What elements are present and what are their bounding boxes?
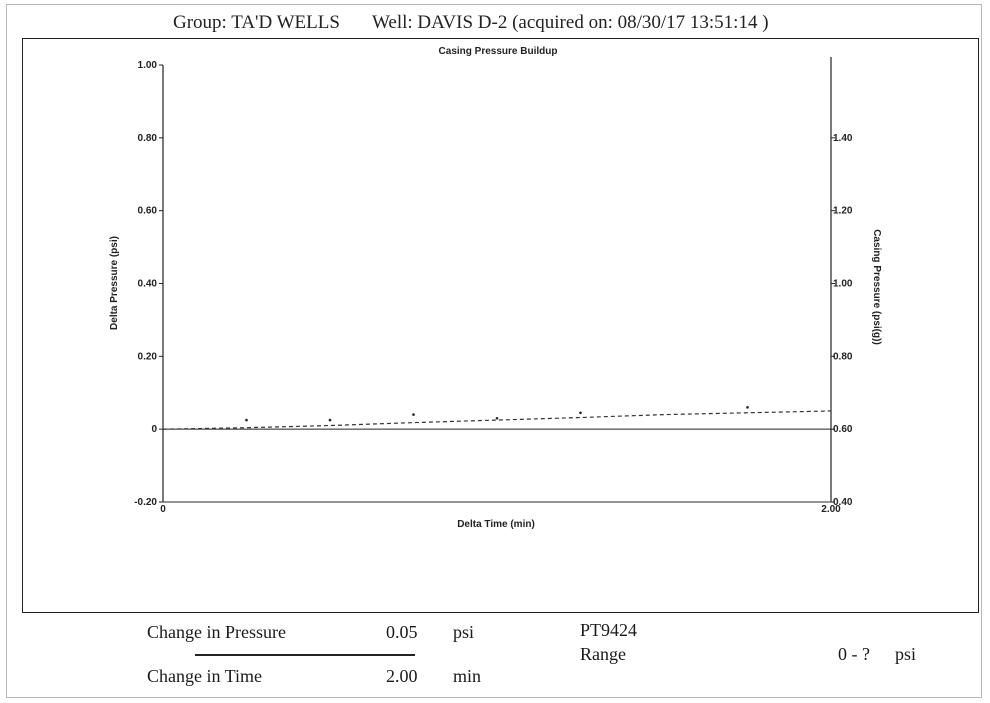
plot-frame [22,38,979,613]
change-pressure-label: Change in Pressure [147,622,286,642]
change-pressure-value: 0.05 [386,622,418,642]
chart-axes [162,57,832,503]
chart-series [162,406,832,430]
change-time-unit: min [453,666,482,686]
data-point [579,411,582,415]
range-value: 0 - ? [838,644,870,664]
report-frame [6,4,982,698]
summary-panel: Change in Pressure 0.05 psi Change in Ti… [0,612,990,702]
x-axis-label: Delta Time (min) [457,519,535,530]
y2-tick-label: 0.60 [833,424,853,435]
x-tick-label: 0 [160,504,166,515]
y2-tick-label: 0.40 [833,497,853,508]
y2-tick-label: 1.00 [833,279,853,290]
y-axis-label: Delta Pressure (psi) [109,236,120,330]
y2-tick-label: 0.80 [833,351,853,362]
y-tick-label: 0.20 [138,351,158,362]
casing-pressure-chart: 1.000.800.600.400.200-0.201.401.201.000.… [109,46,882,530]
data-point [746,406,749,409]
data-point [412,413,415,416]
data-point [245,418,248,422]
y-tick-label: 0.40 [138,279,158,290]
chart-title: Casing Pressure Buildup [439,46,558,57]
x-tick-label: 2.00 [821,504,841,515]
range-label: Range [580,644,626,664]
group-label: Group: TA'D WELLS [173,12,340,33]
data-point [495,416,499,420]
y-tick-label: -0.20 [134,497,157,508]
y-tick-label: 0.80 [138,133,158,144]
change-time-value: 2.00 [386,666,418,686]
range-unit: psi [895,644,917,664]
y-tick-label: 1.00 [138,60,158,71]
chart-ticks: 1.000.800.600.400.200-0.201.401.201.000.… [134,60,853,515]
y2-axis-label: Casing Pressure (psi(g)) [871,229,882,345]
report-header: Group: TA'D WELLS Well: DAVIS D-2 (acqui… [0,8,990,36]
separator-bar [195,654,415,656]
gauge-id: PT9424 [580,620,638,640]
chart-labels: Casing Pressure Buildup Delta Time (min) D… [109,46,882,530]
change-pressure-unit: psi [453,622,475,642]
y-tick-label: 0.60 [138,206,158,217]
y-tick-label: 0 [151,424,157,435]
change-time-label: Change in Time [147,666,263,686]
y2-tick-label: 1.20 [833,206,853,217]
y2-tick-label: 1.40 [833,133,853,144]
well-label: Well: DAVIS D-2 (acquired on: 08/30/17 1… [372,12,769,33]
series-trend-line [162,410,832,430]
data-point [328,418,332,422]
